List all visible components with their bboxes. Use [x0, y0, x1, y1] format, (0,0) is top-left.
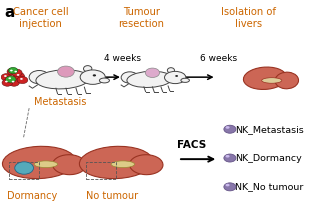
Circle shape: [11, 69, 22, 76]
Circle shape: [1, 74, 12, 81]
Text: NK_No tumour: NK_No tumour: [235, 182, 303, 191]
Circle shape: [8, 77, 11, 79]
Circle shape: [14, 72, 25, 80]
Text: Dormancy: Dormancy: [7, 191, 58, 201]
Circle shape: [12, 81, 14, 83]
Circle shape: [93, 74, 96, 76]
Text: Metastasis: Metastasis: [34, 97, 87, 107]
Text: Cancer cell
injection: Cancer cell injection: [13, 7, 69, 29]
Circle shape: [14, 71, 17, 72]
Circle shape: [7, 68, 18, 75]
Circle shape: [5, 81, 8, 83]
Ellipse shape: [79, 146, 153, 179]
Circle shape: [17, 76, 28, 84]
Circle shape: [145, 68, 160, 77]
Circle shape: [5, 76, 16, 83]
Bar: [9, 163, 39, 179]
Ellipse shape: [34, 161, 57, 167]
Ellipse shape: [127, 71, 172, 87]
Circle shape: [20, 78, 23, 80]
Circle shape: [224, 125, 236, 133]
Circle shape: [17, 74, 19, 76]
Circle shape: [4, 75, 7, 77]
Ellipse shape: [243, 67, 287, 89]
Ellipse shape: [130, 155, 163, 175]
Circle shape: [225, 155, 229, 158]
Text: FACS: FACS: [177, 140, 206, 150]
Circle shape: [15, 162, 34, 174]
Text: NK_Metastasis: NK_Metastasis: [235, 125, 304, 134]
Ellipse shape: [165, 71, 186, 84]
Circle shape: [175, 75, 178, 77]
Circle shape: [225, 184, 229, 186]
Ellipse shape: [121, 72, 138, 83]
Circle shape: [2, 79, 13, 86]
Ellipse shape: [167, 68, 174, 73]
Ellipse shape: [262, 78, 282, 83]
Text: Isolation of
livers: Isolation of livers: [221, 7, 276, 29]
Text: a: a: [4, 5, 14, 20]
Bar: [86, 163, 116, 179]
Circle shape: [10, 70, 13, 71]
Circle shape: [8, 67, 18, 74]
Text: Tumour
resection: Tumour resection: [118, 7, 164, 29]
Ellipse shape: [80, 70, 105, 84]
Circle shape: [224, 154, 236, 162]
Circle shape: [224, 183, 236, 191]
Ellipse shape: [84, 66, 92, 72]
Ellipse shape: [181, 78, 190, 82]
Ellipse shape: [2, 146, 76, 179]
Ellipse shape: [29, 70, 49, 84]
Text: NK_Dormancy: NK_Dormancy: [235, 154, 302, 163]
Circle shape: [57, 66, 74, 77]
Ellipse shape: [111, 161, 134, 167]
Ellipse shape: [99, 78, 110, 83]
Circle shape: [9, 79, 19, 86]
Text: No tumour: No tumour: [86, 191, 138, 201]
Ellipse shape: [275, 72, 298, 89]
Ellipse shape: [52, 155, 86, 175]
Circle shape: [225, 126, 229, 129]
Ellipse shape: [36, 70, 89, 89]
Text: 4 weeks: 4 weeks: [104, 54, 141, 63]
Text: 6 weeks: 6 weeks: [200, 54, 237, 63]
